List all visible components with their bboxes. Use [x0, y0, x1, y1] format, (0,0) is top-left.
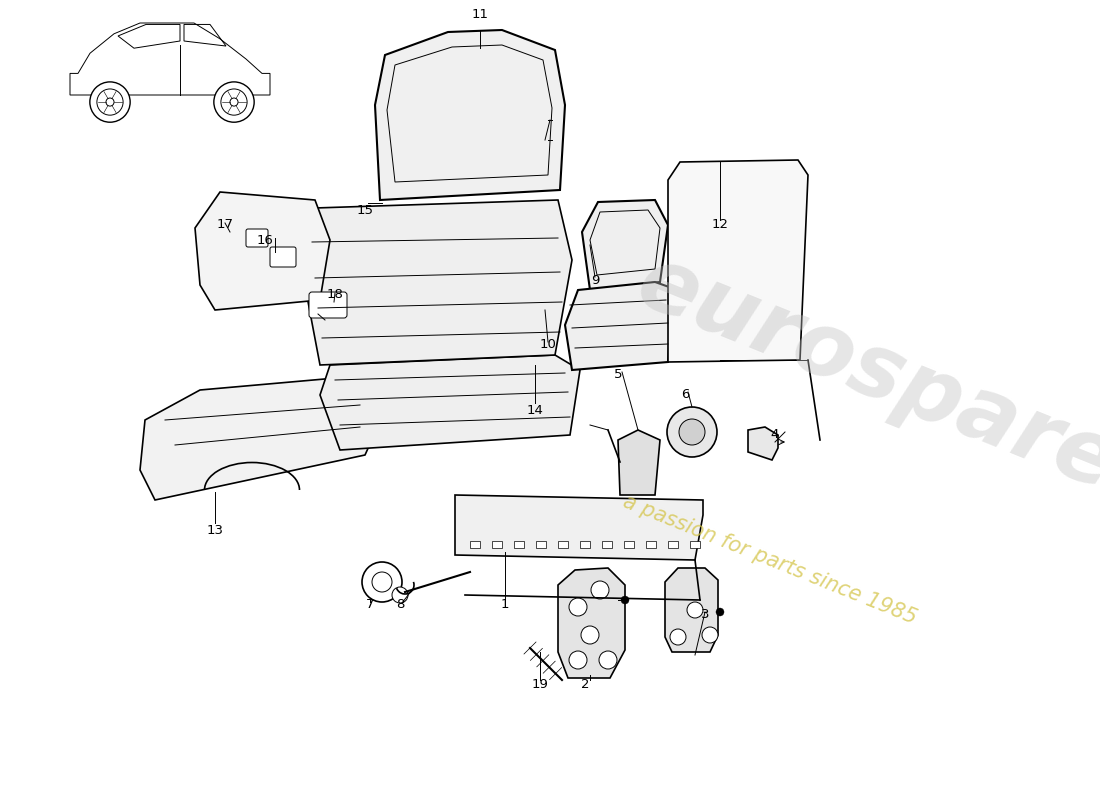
Circle shape: [213, 82, 254, 122]
Text: 6: 6: [681, 389, 690, 402]
Circle shape: [569, 598, 587, 616]
Text: eurospares: eurospares: [625, 238, 1100, 530]
Polygon shape: [558, 568, 625, 678]
Circle shape: [702, 627, 718, 643]
FancyBboxPatch shape: [246, 229, 268, 247]
Text: 17: 17: [217, 218, 233, 231]
Polygon shape: [455, 495, 703, 560]
Bar: [646, 541, 656, 548]
Circle shape: [581, 626, 600, 644]
Text: 1: 1: [500, 598, 509, 611]
Text: a passion for parts since 1985: a passion for parts since 1985: [620, 492, 920, 628]
Circle shape: [90, 82, 130, 122]
Circle shape: [667, 407, 717, 457]
Circle shape: [569, 651, 587, 669]
Text: 15: 15: [356, 203, 374, 217]
Circle shape: [600, 651, 617, 669]
Text: 13: 13: [207, 523, 223, 537]
Polygon shape: [582, 200, 668, 290]
Polygon shape: [375, 30, 565, 200]
Circle shape: [106, 98, 114, 106]
Text: 8: 8: [396, 598, 404, 611]
Text: 2: 2: [581, 678, 590, 691]
Text: 16: 16: [256, 234, 274, 246]
Polygon shape: [668, 160, 808, 362]
Bar: [580, 541, 590, 548]
Bar: [602, 541, 612, 548]
Text: 3: 3: [701, 609, 710, 622]
FancyBboxPatch shape: [309, 292, 346, 318]
Bar: [690, 541, 700, 548]
Bar: [624, 541, 634, 548]
Circle shape: [716, 608, 724, 616]
Circle shape: [591, 581, 609, 599]
Bar: [536, 541, 546, 548]
Polygon shape: [618, 430, 660, 495]
Bar: [668, 541, 678, 548]
Circle shape: [688, 602, 703, 618]
Circle shape: [392, 587, 408, 603]
Polygon shape: [666, 568, 718, 652]
Bar: [470, 541, 480, 548]
Text: 7: 7: [365, 598, 374, 611]
Text: 5: 5: [614, 369, 623, 382]
Circle shape: [621, 596, 629, 604]
Bar: [514, 541, 524, 548]
Circle shape: [362, 562, 402, 602]
Polygon shape: [748, 427, 778, 460]
FancyBboxPatch shape: [270, 247, 296, 267]
Text: 19: 19: [531, 678, 549, 691]
Bar: [558, 541, 568, 548]
Polygon shape: [195, 192, 330, 310]
Bar: [492, 541, 502, 548]
Polygon shape: [302, 200, 572, 365]
Text: 9: 9: [591, 274, 600, 286]
Polygon shape: [320, 355, 580, 450]
Text: 12: 12: [712, 218, 728, 231]
Text: 11: 11: [472, 9, 488, 22]
Circle shape: [679, 419, 705, 445]
Polygon shape: [565, 282, 672, 370]
Polygon shape: [140, 375, 390, 500]
Text: 4: 4: [771, 429, 779, 442]
Circle shape: [670, 629, 686, 645]
Text: 18: 18: [327, 289, 343, 302]
Text: 10: 10: [540, 338, 557, 351]
Text: 14: 14: [527, 403, 543, 417]
Circle shape: [230, 98, 238, 106]
